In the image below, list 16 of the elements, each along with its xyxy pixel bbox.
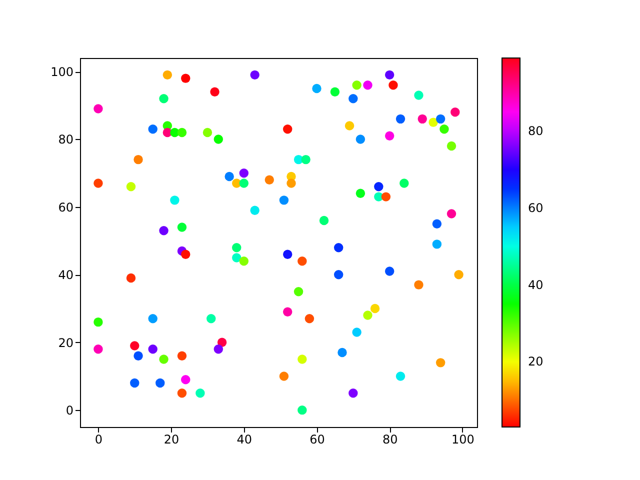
color-bar-label: 40 (528, 278, 544, 292)
y-tick-label: 60 (58, 200, 74, 214)
x-tick-label: 60 (310, 432, 325, 446)
y-tick-label: 100 (50, 65, 74, 80)
color-bar-label: 60 (528, 200, 544, 215)
y-tick-label: 0 (66, 404, 74, 418)
y-tick-label: 80 (58, 132, 74, 147)
x-tick-label: 80 (382, 432, 398, 446)
y-tick-label: 20 (58, 336, 74, 350)
x-tick-label: 100 (451, 432, 474, 446)
y-tick-label: 40 (58, 268, 74, 282)
x-tick-label: 0 (94, 432, 103, 446)
color-bar-label: 20 (528, 354, 544, 369)
color-bar-label: 80 (528, 124, 544, 138)
x-tick-label: 40 (236, 432, 252, 446)
x-tick-label: 20 (164, 432, 180, 446)
